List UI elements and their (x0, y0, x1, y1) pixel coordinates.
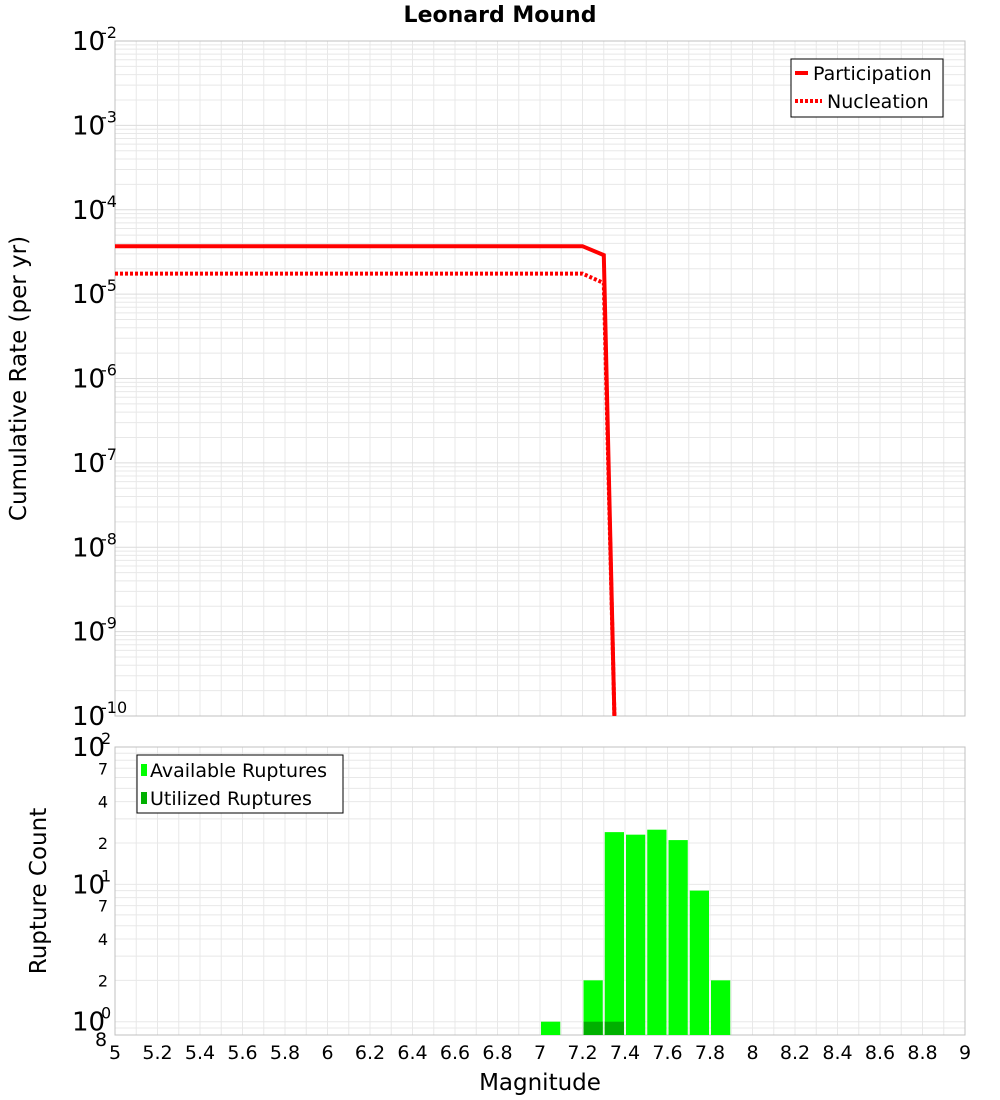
rate-y-tick-label: 10 (72, 196, 105, 226)
rate-panel-lines (115, 244, 617, 717)
x-tick-label: 6.2 (355, 1042, 385, 1064)
legend-available-swatch (141, 764, 147, 776)
available-bar (626, 834, 646, 1035)
count-y-tick-label: 10 (72, 733, 105, 763)
utilized-bar (583, 1021, 603, 1035)
x-tick-label: 8.6 (865, 1042, 895, 1064)
x-tick-label: 5 (109, 1042, 121, 1064)
x-tick-label: 7 (534, 1042, 546, 1064)
rate-panel-y-ticks: 10-210-310-410-510-610-710-810-910-10 (72, 23, 127, 732)
legend-participation-label: Participation (813, 63, 932, 85)
x-tick-label: 8.2 (780, 1042, 810, 1064)
nucleation-line (115, 271, 617, 717)
rate-legend-box (790, 58, 944, 118)
available-bar (583, 980, 603, 1035)
rate-legend: Participation Nucleation (790, 58, 944, 118)
count-y-tick-label: 10 (72, 870, 105, 900)
rate-y-tick-exponent: -6 (101, 361, 117, 380)
rate-y-tick-label: 10 (72, 533, 105, 563)
available-bar (647, 829, 667, 1035)
count-y-tick-exponent: 0 (101, 1004, 111, 1023)
rate-y-tick-exponent: -5 (101, 276, 117, 295)
x-tick-label: 7.8 (695, 1042, 725, 1064)
x-tick-label: 6.6 (440, 1042, 470, 1064)
rate-y-tick-label: 10 (72, 365, 105, 395)
count-y-axis-label: Rupture Count (26, 808, 52, 974)
rate-y-tick-exponent: -7 (101, 445, 117, 464)
rate-y-tick-label: 10 (72, 618, 105, 648)
rate-y-tick-label: 10 (72, 280, 105, 310)
count-y-minor-tick-label: 4 (98, 793, 108, 812)
rate-y-tick-label: 10 (72, 702, 105, 732)
rate-panel-frame (114, 40, 966, 717)
rate-y-tick-exponent: -3 (101, 107, 117, 126)
available-bar (689, 890, 709, 1035)
legend-utilized-swatch (141, 792, 147, 804)
rate-y-tick-exponent: -10 (101, 698, 127, 717)
legend-nucleation-label: Nucleation (827, 91, 929, 113)
participation-line (115, 244, 617, 717)
count-y-minor-tick-label: 2 (98, 834, 108, 853)
rate-y-tick-exponent: -9 (101, 614, 117, 633)
x-tick-label: 5.8 (270, 1042, 300, 1064)
x-tick-label: 8 (746, 1042, 758, 1064)
x-tick-label: 6 (321, 1042, 333, 1064)
x-tick-label: 7.2 (567, 1042, 597, 1064)
count-y-minor-tick-label: 7 (98, 897, 108, 916)
count-y-minor-tick-label: 2 (98, 971, 108, 990)
count-legend: Available Ruptures Utilized Ruptures (136, 754, 344, 814)
x-tick-label: 8.4 (822, 1042, 852, 1064)
count-y-minor-tick-label: 7 (98, 759, 108, 778)
x-axis-ticks: 5 5.2 5.4 5.6 5.8 6 6.2 6.4 6.6 6.8 7 7.2 7.4 7.6 7.8 8… (109, 1042, 971, 1064)
rate-y-tick-label: 10 (72, 27, 105, 57)
utilized-bar (604, 1021, 624, 1035)
count-panel-bars (541, 829, 731, 1035)
rate-y-tick-exponent: -8 (101, 529, 117, 548)
count-y-tick-exponent: 2 (101, 729, 111, 748)
x-tick-label: 6.8 (482, 1042, 512, 1064)
x-tick-label: 5.2 (142, 1042, 172, 1064)
count-legend-box (136, 754, 344, 814)
available-bar (541, 1021, 561, 1035)
x-tick-label: 7.6 (652, 1042, 682, 1064)
count-y-minor-tick-label: 4 (98, 930, 108, 949)
available-bar (711, 980, 731, 1035)
count-y-tick-exponent: 1 (101, 866, 111, 885)
count-panel-frame (114, 746, 966, 1036)
rate-y-tick-exponent: -4 (101, 192, 117, 211)
rate-y-axis-label: Cumulative Rate (per yr) (6, 236, 32, 521)
legend-utilized-label: Utilized Ruptures (150, 788, 312, 810)
rate-y-tick-exponent: -2 (101, 23, 117, 42)
available-bar (668, 840, 688, 1035)
x-tick-label: 5.6 (227, 1042, 257, 1064)
rate-y-tick-label: 10 (72, 111, 105, 141)
rate-panel-grid (114, 41, 966, 717)
x-tick-label: 9 (959, 1042, 971, 1064)
x-tick-label: 7.4 (610, 1042, 640, 1064)
legend-available-label: Available Ruptures (150, 760, 327, 782)
count-y-minor-tick-label: 8 (95, 1029, 107, 1051)
available-bar (604, 832, 624, 1035)
rate-y-tick-label: 10 (72, 449, 105, 479)
x-tick-label: 5.4 (185, 1042, 215, 1064)
x-tick-label: 6.4 (397, 1042, 427, 1064)
x-axis-label: Magnitude (479, 1070, 601, 1096)
x-tick-label: 8.8 (907, 1042, 937, 1064)
chart-title: Leonard Mound (404, 3, 597, 28)
count-y-tick-label: 10 (72, 1008, 105, 1038)
